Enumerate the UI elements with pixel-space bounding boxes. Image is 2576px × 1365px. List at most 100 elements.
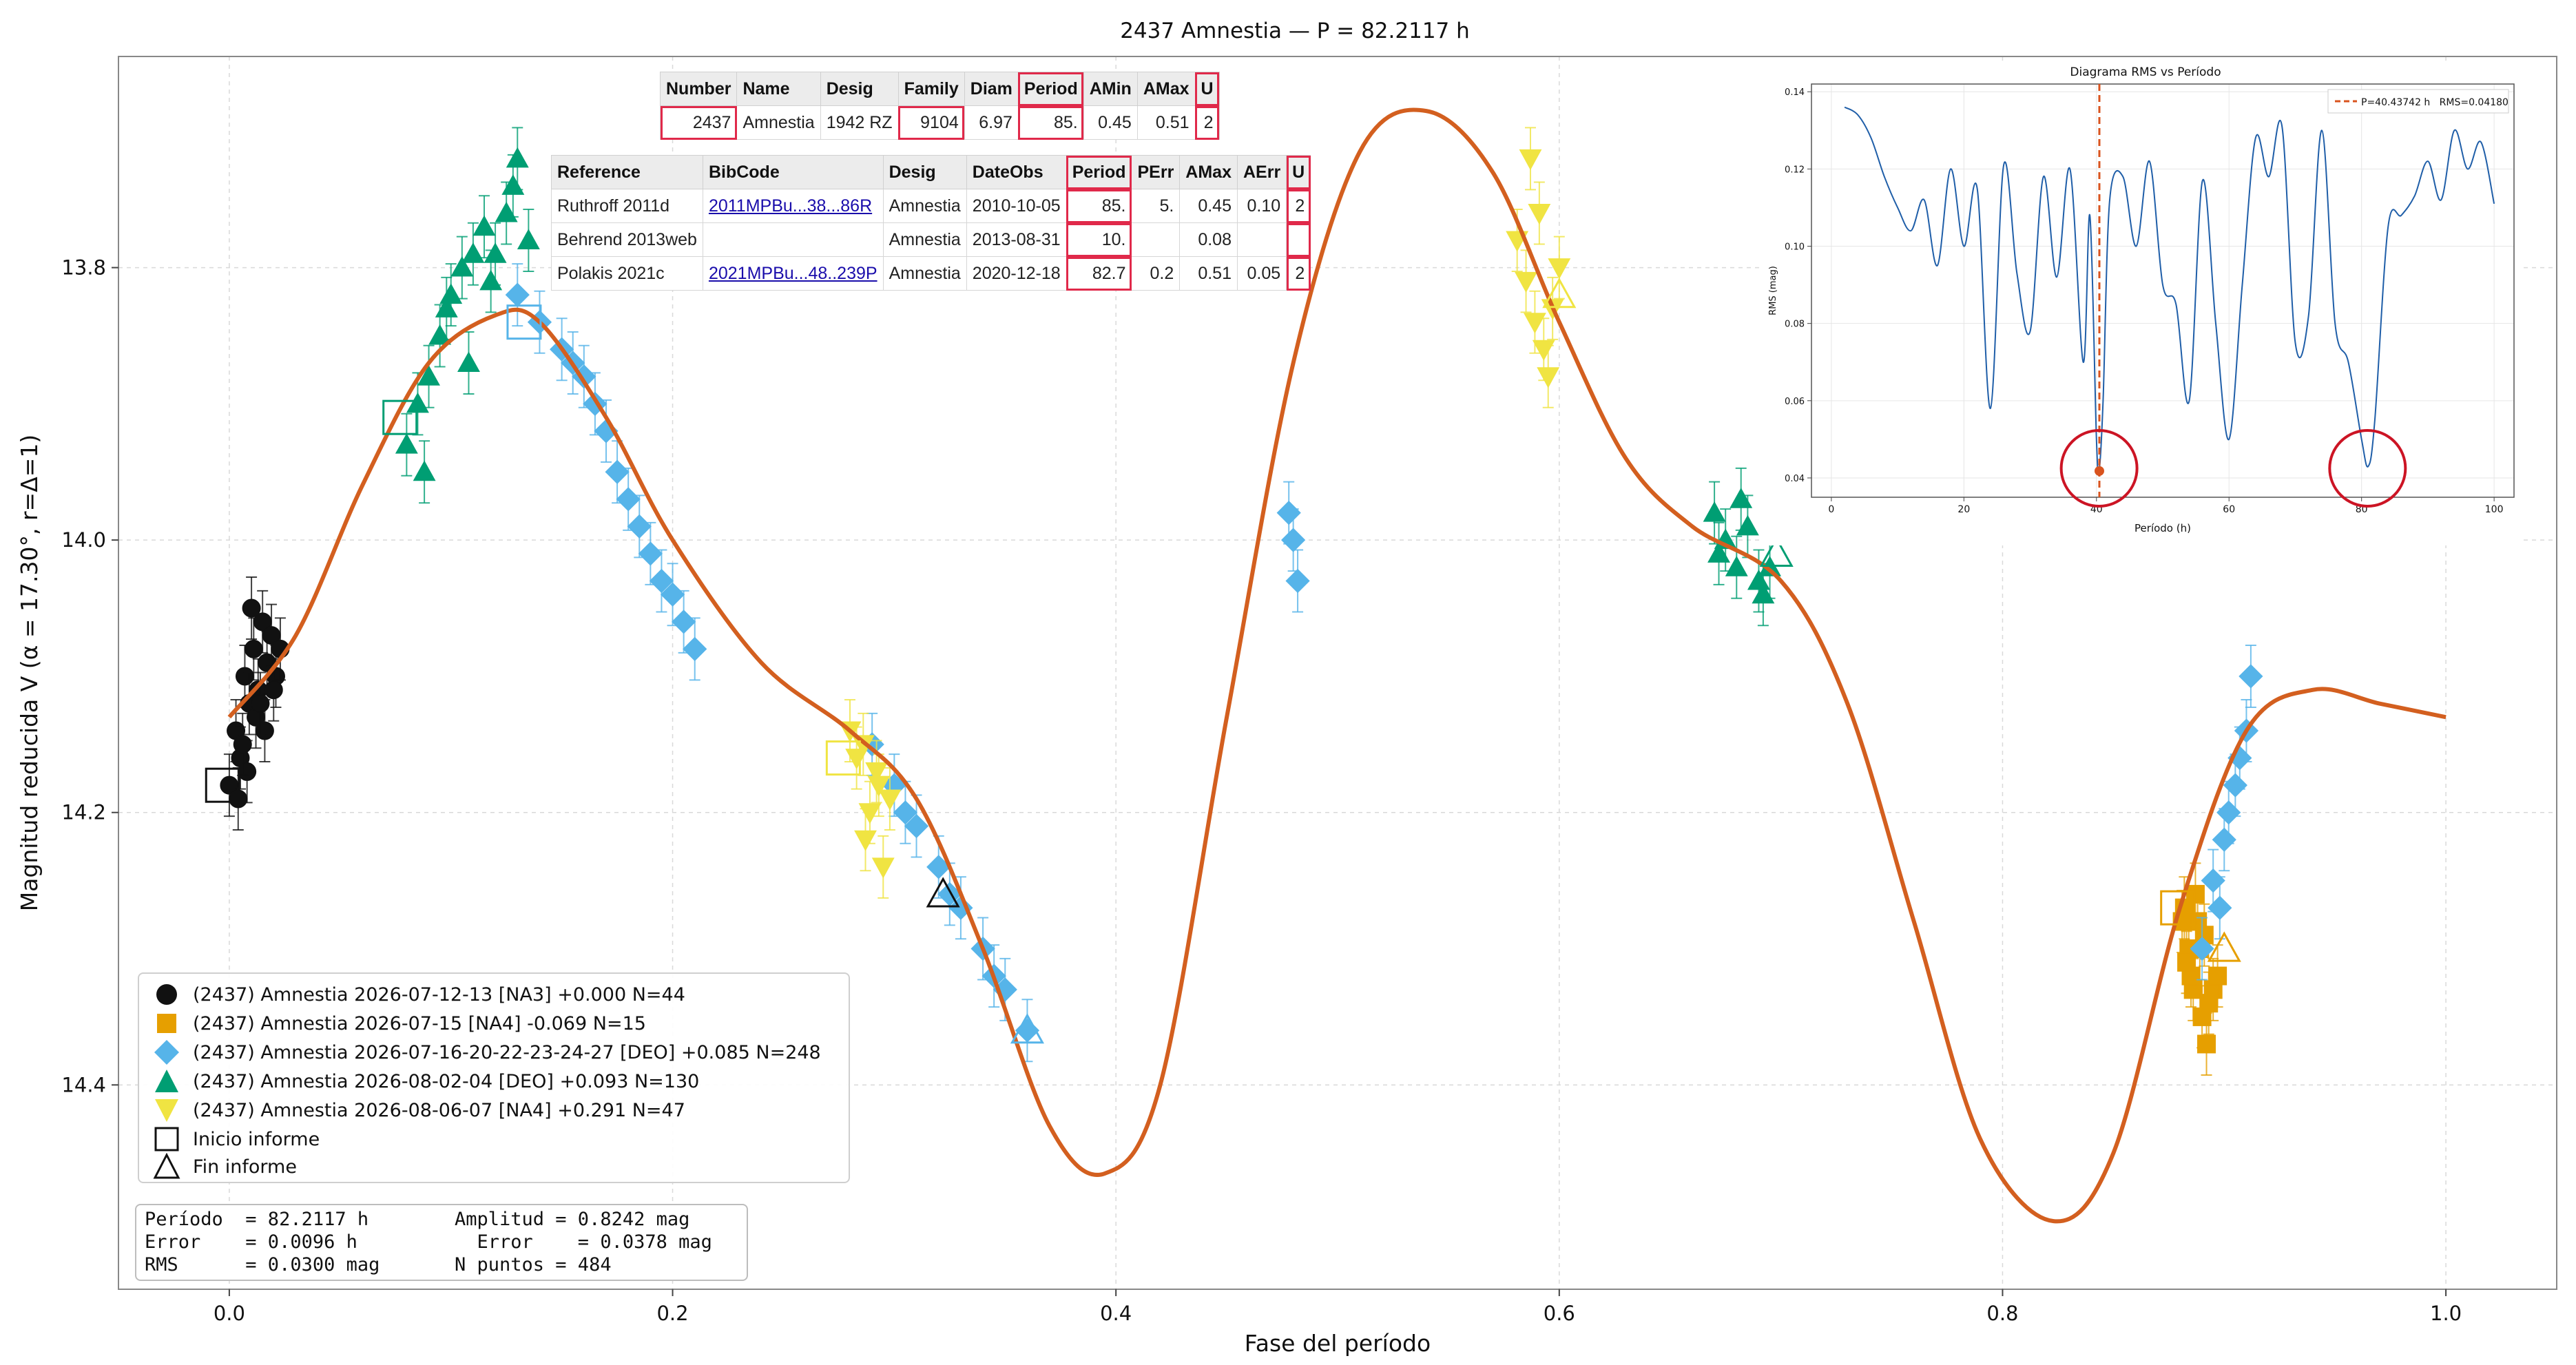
inicio-marker <box>382 399 418 435</box>
fin-marker <box>926 877 960 908</box>
inset-y-tick-label: 0.14 <box>1785 87 1805 98</box>
col-amax: AMax <box>1179 155 1238 189</box>
stat-period: Período = 82.2117 h <box>145 1209 369 1230</box>
inset-x-axis: 0 20 40 60 80 100 <box>1828 497 2503 515</box>
data-point-series-3 <box>1752 583 1775 604</box>
table-header-row: Number Name Desig Family Diam Period AMi… <box>659 72 1220 106</box>
cell-amax: 0.08 <box>1179 222 1238 257</box>
cell-period: 82.7 <box>1066 256 1132 291</box>
data-point-series-4 <box>1519 149 1542 170</box>
stats-row: Error = 0.0096 h Error = 0.0378 mag <box>145 1231 738 1253</box>
col-family: Family <box>897 72 965 106</box>
col-u: U <box>1286 155 1311 189</box>
chart-title: 2437 Amnestia — P = 82.2117 h <box>1120 19 1470 43</box>
stat-rms: RMS = 0.0300 mag <box>145 1254 380 1275</box>
rms-periodogram-chart: Diagrama RMS vs Período 0 20 40 60 80 100 0.0… <box>1768 65 2515 534</box>
open-triangle-marker-icon <box>153 1153 180 1179</box>
data-point-series-4 <box>1537 367 1560 388</box>
inset-legend-label: P=40.43742 h RMS=0.04180 <box>2361 97 2509 108</box>
data-point-series-0 <box>244 639 263 658</box>
data-point-series-2 <box>2216 800 2241 825</box>
inset-grid <box>1811 84 2514 497</box>
inset-legend: P=40.43742 h RMS=0.04180 <box>2327 89 2509 114</box>
legend-item-na4-0715: (2437) Amnestia 2026-07-15 [NA4] -0.069 … <box>153 1010 646 1037</box>
data-point-series-4 <box>1548 258 1571 280</box>
legend-item-deo-0716: (2437) Amnestia 2026-07-16-20-22-23-24-2… <box>153 1039 821 1066</box>
inicio-marker <box>825 740 861 776</box>
data-point-series-3 <box>1747 569 1770 590</box>
data-point-series-4 <box>858 803 882 824</box>
inset-y-tick-label: 0.04 <box>1785 474 1805 484</box>
x-tick-label: 0.2 <box>656 1302 688 1325</box>
data-point-series-4 <box>1528 203 1551 225</box>
inset-y-tick-label: 0.08 <box>1785 320 1805 330</box>
data-point-series-4 <box>845 749 869 770</box>
inset-frame <box>1811 83 2515 498</box>
square-marker-icon <box>157 1014 176 1033</box>
data-point-series-0 <box>251 694 270 713</box>
data-point-series-2 <box>505 282 530 307</box>
inset-y-axis: 0.04 0.06 0.08 0.10 0.12 0.14 <box>1785 87 1811 484</box>
data-point-series-2 <box>2212 827 2236 852</box>
x-axis-label: Fase del período <box>1245 1330 1431 1357</box>
bibcode-link[interactable]: 2021MPBu...48..239P <box>702 256 884 291</box>
fit-stats-box: Período = 82.2117 h Amplitud = 0.8242 ma… <box>135 1204 748 1281</box>
data-point-series-2 <box>1281 528 1306 552</box>
data-point-series-2 <box>649 568 674 594</box>
col-period: Period <box>1066 155 1132 189</box>
cell-aerr: 0.10 <box>1236 189 1287 223</box>
col-bibcode: BibCode <box>702 155 884 189</box>
data-point-series-1 <box>2177 952 2196 972</box>
col-perr: PErr <box>1131 155 1181 189</box>
data-point-series-3 <box>1703 501 1726 522</box>
col-diam: Diam <box>964 72 1019 106</box>
data-point-series-4 <box>871 857 895 879</box>
legend: (2437) Amnestia 2026-07-12-13 [NA3] +0.0… <box>138 972 850 1183</box>
stats-row: RMS = 0.0300 mag N puntos = 484 <box>145 1253 738 1276</box>
data-point-series-3 <box>439 283 463 304</box>
data-point-series-2 <box>627 514 652 539</box>
col-number: Number <box>659 72 738 106</box>
legend-item-na4-0806: (2437) Amnestia 2026-08-06-07 [NA4] +0.2… <box>153 1096 685 1124</box>
data-point-series-2 <box>672 609 696 634</box>
inset-x-tick-label: 60 <box>2223 504 2235 515</box>
legend-item-deo-0802: (2437) Amnestia 2026-08-02-04 [DEO] +0.0… <box>153 1067 699 1095</box>
table-header-row: Reference BibCode Desig DateObs Period P… <box>551 155 1311 189</box>
data-point-series-2 <box>1285 568 1310 594</box>
inset-title: Diagrama RMS vs Período <box>2070 65 2221 79</box>
x-tick-label: 0.6 <box>1544 1302 1575 1325</box>
data-point-series-1 <box>2197 1034 2216 1054</box>
fit-curve <box>227 107 2447 1224</box>
asteroid-info-table: Number Name Desig Family Diam Period AMi… <box>659 72 1220 140</box>
cell-perr: 0.2 <box>1131 256 1181 291</box>
data-point-series-4 <box>878 789 902 811</box>
data-point-series-2 <box>2208 895 2232 920</box>
data-point-series-4 <box>1515 271 1537 293</box>
data-point-series-2 <box>893 800 918 825</box>
highlight-circle-40h <box>2059 428 2139 508</box>
triangle-up-marker-icon <box>155 1070 178 1092</box>
cell-desig: Amnestia <box>882 222 967 257</box>
cell-u: 2 <box>1286 256 1311 291</box>
y-tick-label: 14.2 <box>61 801 106 824</box>
col-period: Period <box>1017 72 1084 106</box>
table-row: Ruthroff 2011d 2011MPBu...38...86R Amnes… <box>551 189 1311 223</box>
bibcode-link[interactable] <box>702 222 884 257</box>
diamond-marker-icon <box>154 1040 179 1065</box>
rms-curve <box>1844 106 2495 476</box>
cell-desig: Amnestia <box>882 256 967 291</box>
data-point-series-4 <box>1523 313 1546 334</box>
stat-amplitude-error: Error = 0.0378 mag <box>455 1231 712 1253</box>
data-point-series-3 <box>406 392 429 413</box>
data-point-series-3 <box>435 297 458 317</box>
report-markers <box>205 278 2241 1044</box>
col-u: U <box>1194 72 1220 106</box>
cell-aerr: 0.05 <box>1236 256 1287 291</box>
data-point-series-0 <box>238 762 257 781</box>
cell-period: 85. <box>1017 105 1084 140</box>
data-point-series-3 <box>1725 556 1748 576</box>
highlight-circle-81h <box>2328 428 2407 508</box>
stats-row: Período = 82.2117 h Amplitud = 0.8242 ma… <box>145 1208 738 1231</box>
bibcode-link[interactable]: 2011MPBu...38...86R <box>702 189 884 223</box>
col-name: Name <box>736 72 821 106</box>
